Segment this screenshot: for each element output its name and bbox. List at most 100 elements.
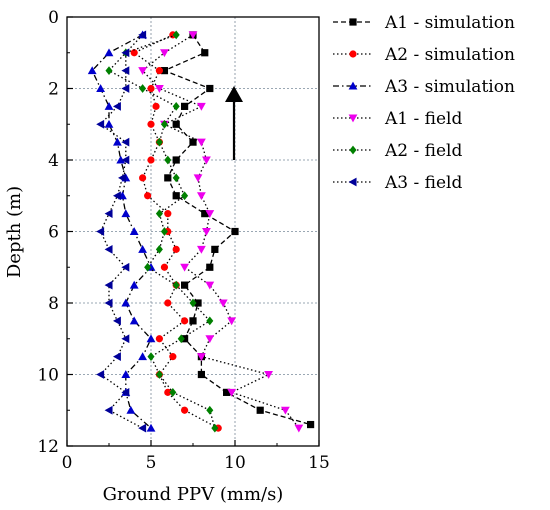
x-tick-label: 5: [146, 453, 157, 473]
data-point: [211, 245, 219, 253]
data-point: [147, 156, 155, 164]
data-point: [206, 405, 214, 415]
data-point: [104, 209, 113, 219]
data-point: [281, 406, 290, 415]
series-layer: [87, 30, 315, 433]
data-point: [256, 406, 264, 414]
data-point: [172, 101, 180, 111]
data-point: [172, 245, 180, 253]
data-point: [121, 370, 131, 379]
series-1: [160, 31, 315, 429]
data-point: [160, 119, 168, 129]
data-point: [307, 420, 315, 429]
legend-label: A2 - simulation: [384, 45, 515, 65]
legend-label: A3 - field: [384, 173, 462, 193]
data-point: [104, 244, 113, 254]
data-point: [113, 137, 122, 146]
y-axis-ticks: 0 2 4 6 8 10 12: [37, 8, 73, 457]
data-point: [205, 210, 215, 219]
data-point: [197, 245, 206, 254]
y-tick-label: 6: [48, 223, 59, 243]
data-point: [146, 423, 156, 432]
series-5: [105, 30, 219, 433]
data-point: [147, 120, 155, 128]
data-point: [211, 423, 219, 433]
data-point: [113, 352, 121, 362]
data-point: [139, 174, 147, 182]
y-tick-label: 4: [48, 151, 59, 171]
data-point: [197, 353, 206, 362]
data-point: [96, 227, 105, 236]
data-point: [197, 102, 206, 111]
data-point: [129, 280, 139, 289]
data-point: [164, 299, 172, 307]
data-point: [113, 191, 121, 201]
data-point: [181, 406, 189, 414]
data-point: [155, 244, 163, 254]
data-point: [116, 155, 126, 164]
legend-label: A1 - simulation: [384, 13, 515, 33]
legend-marker: [349, 50, 357, 58]
legend-entry: A3 - simulation: [333, 77, 515, 97]
data-point: [264, 370, 273, 379]
data-point: [138, 352, 147, 361]
data-point: [223, 388, 231, 396]
series-line: [99, 34, 144, 429]
data-point: [138, 67, 147, 76]
x-tick-label: 15: [308, 453, 330, 473]
data-point: [146, 334, 156, 343]
y-axis-title: Depth (m): [4, 186, 25, 278]
data-point: [155, 137, 163, 147]
data-point: [121, 66, 130, 76]
legend-label: A2 - field: [384, 141, 462, 161]
data-point: [197, 138, 206, 147]
data-point: [205, 335, 215, 344]
data-point: [129, 227, 139, 236]
y-tick-label: 2: [48, 80, 59, 100]
data-point: [155, 335, 163, 343]
data-point: [121, 298, 131, 307]
data-point: [164, 210, 172, 218]
data-point: [164, 388, 172, 396]
data-point: [169, 353, 177, 361]
data-point: [181, 281, 189, 289]
series-4: [138, 31, 304, 433]
legend-entry: A3 - field: [333, 173, 462, 193]
data-point: [231, 227, 239, 236]
data-point: [227, 317, 237, 326]
data-point: [126, 405, 136, 414]
data-point: [189, 298, 197, 308]
data-point: [121, 84, 130, 93]
data-point: [105, 66, 113, 76]
data-point: [155, 67, 163, 75]
y-tick-label: 8: [48, 294, 59, 314]
x-tick-label: 0: [62, 453, 73, 473]
y-tick-label: 0: [48, 8, 59, 28]
data-point: [104, 48, 114, 57]
legend-marker: [348, 81, 358, 90]
data-point: [104, 405, 113, 415]
series-line: [107, 34, 216, 429]
legend-label: A1 - field: [384, 109, 462, 129]
data-point: [96, 119, 105, 129]
grid-lines: [67, 17, 319, 446]
data-point: [160, 227, 168, 236]
data-point: [160, 67, 169, 75]
data-point: [96, 370, 105, 379]
data-point: [144, 262, 152, 272]
data-point: [147, 352, 155, 362]
x-axis-ticks: 0 5 10 15: [62, 440, 330, 473]
legend-entry: A2 - field: [333, 141, 462, 161]
data-point: [194, 299, 202, 307]
data-point: [152, 102, 160, 110]
data-point: [201, 210, 209, 218]
data-point: [206, 84, 214, 93]
data-point: [121, 262, 130, 272]
data-point: [121, 137, 130, 147]
data-point: [189, 138, 197, 146]
y-tick-label: 12: [37, 437, 59, 457]
data-point: [172, 120, 180, 128]
data-point: [138, 244, 147, 253]
